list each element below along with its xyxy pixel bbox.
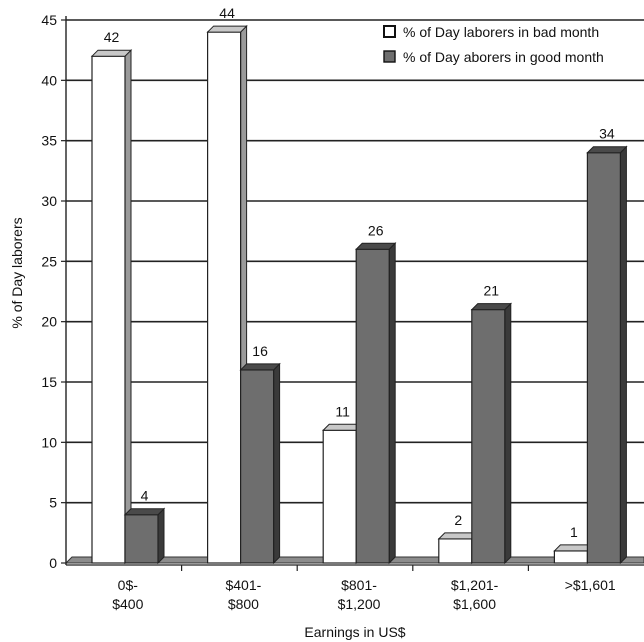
bar-front-face — [438, 538, 473, 564]
data-label: 26 — [368, 222, 384, 238]
bar-side-face — [124, 48, 132, 565]
y-tick-label: 40 — [41, 72, 57, 88]
bar-side-face — [388, 242, 396, 565]
x-axis-title: Earnings in US$ — [304, 624, 405, 640]
x-tick-label: >$1,601 — [565, 577, 616, 593]
bar-side-face — [504, 302, 512, 565]
x-tick-label: $1,201-$1,600 — [451, 577, 499, 612]
bar-front-face — [124, 514, 159, 564]
bar-good-month-1 — [239, 362, 281, 565]
data-label: 4 — [141, 488, 149, 504]
legend: % of Day laborers in bad month % of Day … — [383, 24, 604, 65]
bar-front-face — [471, 309, 506, 564]
x-tick-labels: 0$-$400 $401-$800 $801-$1,200 $1,201-$1,600… — [112, 565, 616, 612]
y-tick-label: 5 — [49, 495, 57, 511]
data-label: 21 — [484, 283, 500, 299]
legend-swatch-good-month — [383, 50, 396, 63]
data-label: 34 — [599, 126, 615, 142]
y-tick-label: 20 — [41, 314, 57, 330]
bar-bad-month-0 — [90, 48, 133, 565]
data-label: 44 — [219, 5, 235, 21]
bar-top-face — [239, 363, 281, 371]
bar-top-face — [90, 49, 133, 57]
bars — [90, 24, 628, 565]
y-tick-label: 30 — [41, 193, 57, 209]
y-tick-label: 25 — [41, 253, 57, 269]
bar-front-face — [322, 429, 357, 564]
bar-good-month-3 — [470, 302, 513, 565]
grid-lines — [66, 19, 644, 504]
data-label: 16 — [252, 343, 268, 359]
data-label: 1 — [570, 524, 578, 540]
legend-swatch-bad-month — [383, 25, 396, 38]
bar-top-face — [123, 508, 166, 516]
data-label: 2 — [454, 512, 462, 528]
bar-good-month-0 — [123, 507, 166, 565]
y-tick-labels: 0 5 10 15 20 25 30 35 40 45 — [41, 12, 66, 571]
legend-label-good-month: % of Day aborers in good month — [403, 49, 604, 65]
data-label: 11 — [335, 403, 350, 419]
bar-front-face — [355, 248, 390, 564]
y-tick-label: 45 — [41, 12, 57, 28]
y-tick-label: 10 — [41, 434, 57, 450]
y-tick-label: 15 — [41, 374, 57, 390]
bar-front-face — [207, 31, 242, 564]
bar-top-face — [586, 146, 628, 154]
bar-front-face — [91, 55, 126, 564]
legend-label-bad-month: % of Day laborers in bad month — [403, 24, 599, 40]
x-tick-label: 0$-$400 — [112, 577, 143, 612]
axes — [65, 16, 644, 566]
bar-front-face — [240, 369, 275, 564]
bar-side-face — [157, 507, 165, 565]
bar-side-face — [273, 362, 281, 565]
bar-top-face — [206, 25, 248, 33]
bar-side-face — [619, 145, 627, 565]
bar-top-face — [354, 242, 397, 250]
y-axis-title: % of Day laborers — [9, 217, 25, 328]
y-tick-label: 35 — [41, 133, 57, 149]
y-tick-label: 0 — [49, 555, 57, 571]
bar-front-face — [586, 152, 622, 564]
bar-front-face — [553, 550, 589, 564]
data-label: 42 — [104, 29, 120, 45]
x-tick-label: $401-$800 — [225, 577, 261, 612]
x-tick-label: $801-$1,200 — [338, 577, 381, 612]
bar-good-month-2 — [354, 242, 397, 565]
bar-good-month-4 — [586, 145, 628, 565]
bar-top-face — [470, 303, 513, 311]
